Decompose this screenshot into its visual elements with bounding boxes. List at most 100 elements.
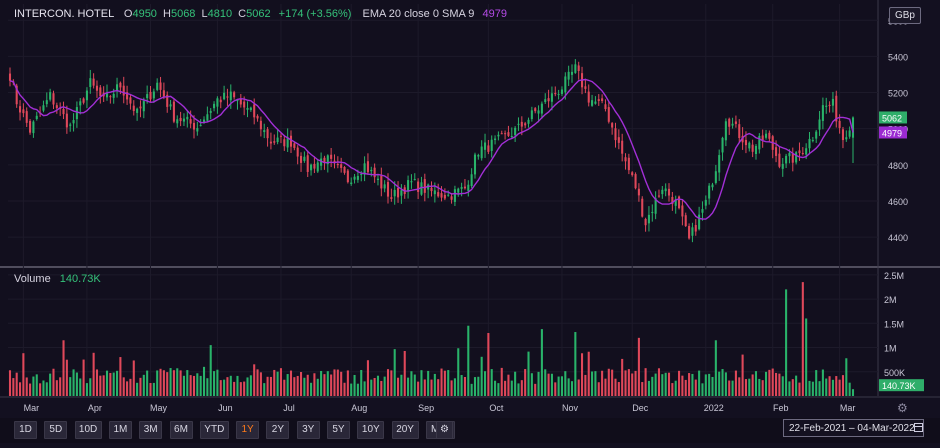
candle-body: [29, 120, 32, 133]
volume-bar: [560, 376, 564, 396]
range-button-10y[interactable]: 10Y: [357, 421, 385, 439]
volume-bar: [65, 359, 68, 396]
candle-body: [667, 188, 671, 196]
candle-body: [25, 111, 28, 123]
range-button-6m[interactable]: 6M: [169, 421, 193, 439]
candle-body: [69, 124, 72, 126]
volume-bar: [634, 370, 637, 396]
volume-bar: [778, 373, 781, 396]
range-button-3y[interactable]: 3Y: [296, 421, 320, 439]
candle-body: [122, 85, 125, 96]
candle-body: [139, 106, 142, 109]
volume-bar: [477, 376, 480, 396]
candle-body: [296, 147, 299, 157]
volume-bar: [18, 382, 22, 396]
candle-body: [256, 115, 259, 119]
candle-body: [79, 101, 82, 106]
volume-bar: [286, 374, 289, 396]
volume-bar: [691, 373, 694, 396]
range-button-10d[interactable]: 10D: [74, 421, 102, 439]
candle-body: [647, 214, 650, 224]
price-tick-label: 4400: [888, 233, 908, 243]
candle-body: [627, 157, 630, 171]
candle-body: [72, 120, 75, 124]
volume-bar: [684, 379, 687, 396]
volume-badge-bg: [879, 379, 924, 392]
volume-bar: [510, 380, 513, 396]
date-range-field[interactable]: 22-Feb-2021 – 04-Mar-2022: [783, 419, 924, 437]
range-button-5y[interactable]: 5Y: [327, 421, 350, 439]
candle-body: [192, 122, 196, 130]
candle-body: [306, 155, 309, 172]
candle-body: [601, 98, 604, 101]
candle-body: [554, 92, 557, 95]
candle-body: [621, 140, 624, 154]
candle-body: [246, 107, 249, 110]
volume-bar: [480, 356, 483, 396]
candle-body: [383, 184, 386, 189]
currency-button[interactable]: GBp: [889, 7, 921, 24]
volume-bar: [360, 369, 363, 396]
candle-body: [748, 142, 751, 149]
volume-bar: [537, 371, 540, 396]
range-button-ytd[interactable]: YTD: [199, 421, 229, 439]
volume-bar: [574, 332, 577, 396]
candle-body: [149, 91, 152, 100]
candle-body: [644, 218, 647, 226]
candle-body: [517, 123, 520, 125]
range-button-1d[interactable]: 1D: [14, 421, 37, 439]
range-button-1m[interactable]: 1M: [108, 421, 132, 439]
range-settings-gear-icon[interactable]: ⚙: [436, 421, 453, 439]
volume-bar: [316, 378, 319, 396]
month-label: Jun: [218, 403, 233, 413]
candle-body: [313, 163, 316, 169]
candle-body: [65, 113, 68, 128]
candle-body: [152, 91, 155, 99]
volume-bar: [356, 383, 359, 396]
candle-body: [818, 119, 821, 130]
candle-body: [116, 84, 119, 92]
volume-bar: [647, 380, 650, 396]
volume-bar: [821, 369, 824, 396]
volume-bar: [567, 378, 570, 396]
candle-body: [848, 130, 851, 137]
volume-bar: [661, 374, 664, 396]
range-button-1y[interactable]: 1Y: [236, 421, 260, 439]
volume-bar: [299, 372, 303, 396]
volume-bar: [149, 382, 152, 396]
volume-bar: [89, 378, 92, 396]
candle-body: [310, 164, 313, 171]
volume-bar: [838, 379, 841, 396]
volume-bar: [764, 371, 768, 396]
candle-body: [457, 188, 460, 193]
candle-body: [691, 227, 694, 236]
candle-body: [360, 174, 363, 176]
calendar-icon[interactable]: [914, 423, 923, 432]
range-button-2y[interactable]: 2Y: [266, 421, 290, 439]
gear-icon[interactable]: ⚙: [897, 401, 908, 415]
volume-bar: [544, 369, 547, 396]
volume-bar: [453, 378, 456, 396]
candle-body: [156, 82, 159, 90]
range-button-5d[interactable]: 5D: [44, 421, 68, 439]
volume-bar: [112, 372, 115, 396]
candle-body: [467, 184, 470, 191]
volume-bar: [116, 370, 119, 396]
volume-bar: [694, 379, 697, 396]
volume-bar: [166, 372, 169, 396]
candle-body: [718, 155, 721, 173]
range-button-20y[interactable]: 20Y: [391, 421, 419, 439]
candle-body: [289, 135, 293, 147]
volume-bar: [497, 383, 500, 396]
candle-body: [330, 154, 333, 159]
price-tick-label: 5200: [888, 89, 908, 99]
candle-body: [263, 130, 266, 133]
volume-bar: [273, 369, 276, 396]
candle-body: [494, 138, 497, 140]
candle-body: [420, 182, 423, 195]
candle-body: [831, 98, 834, 106]
candle-body: [544, 99, 547, 103]
candle-body: [781, 163, 784, 169]
candle-body: [162, 90, 165, 98]
range-button-3m[interactable]: 3M: [139, 421, 163, 439]
